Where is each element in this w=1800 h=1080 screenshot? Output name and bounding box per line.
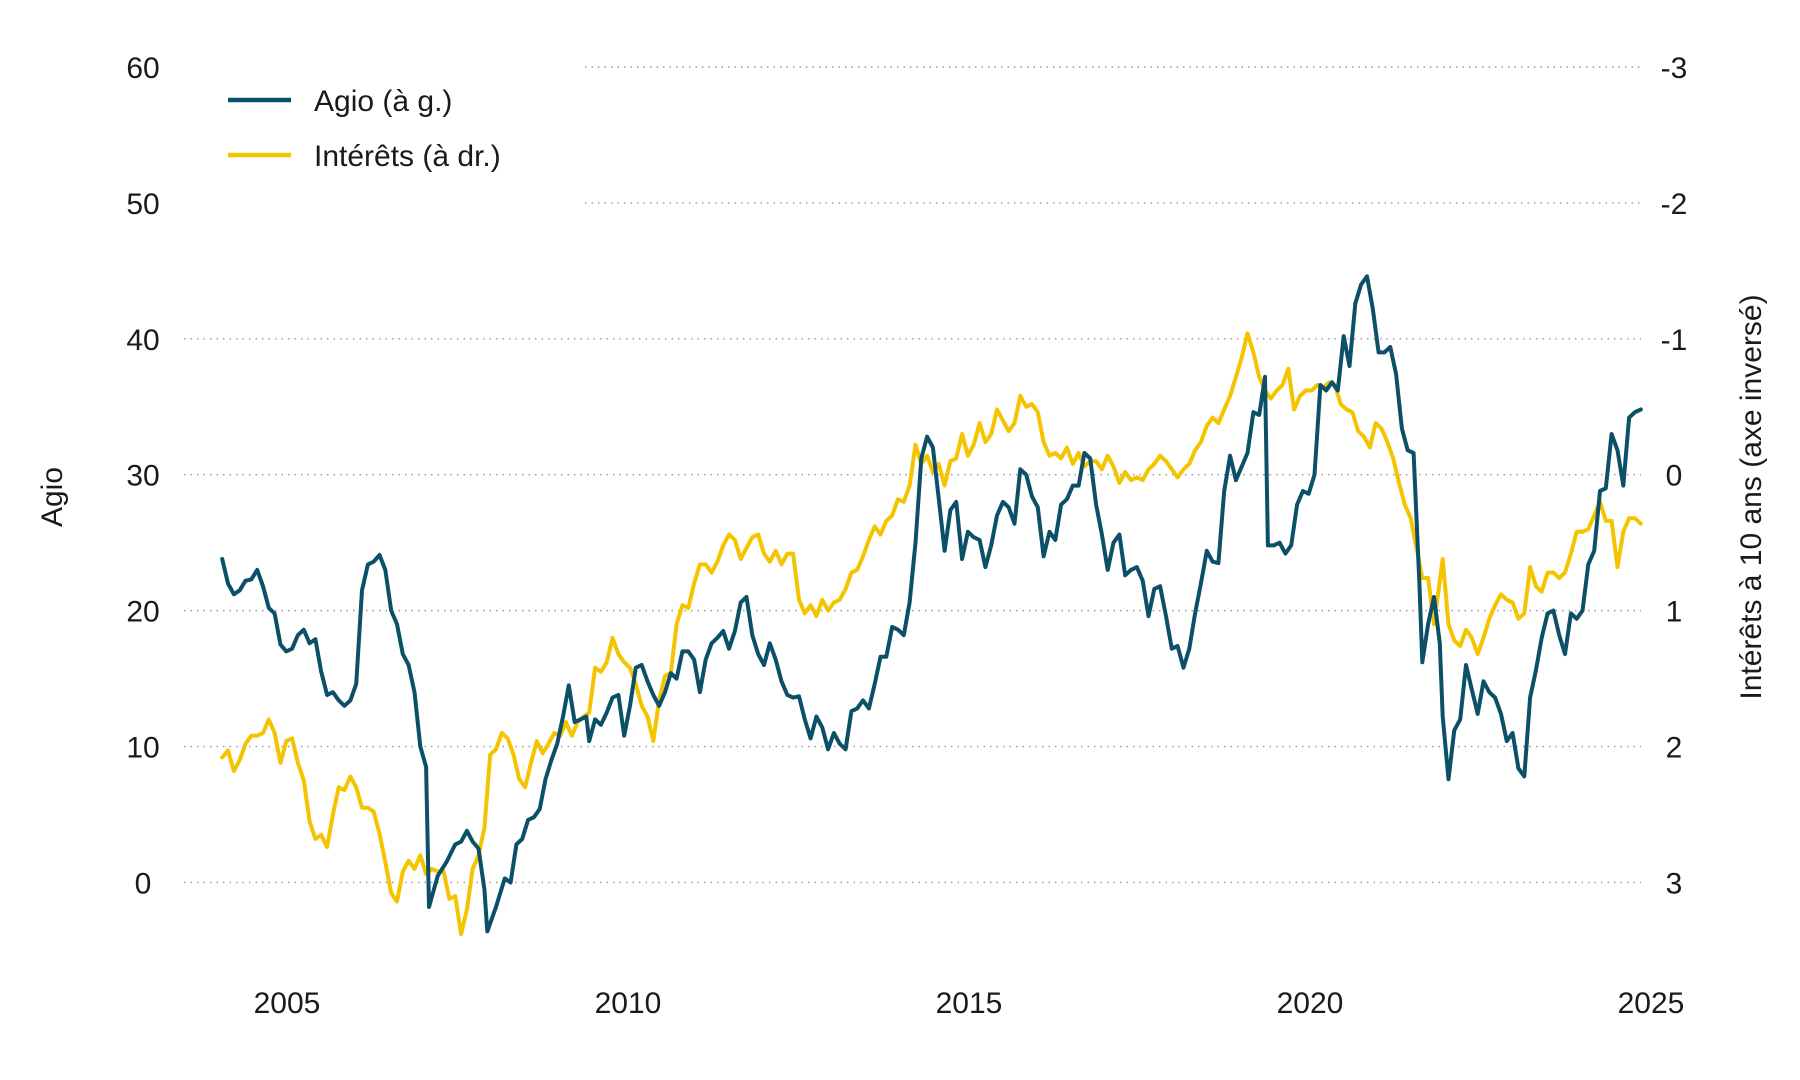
series-line-interets — [220, 331, 1643, 937]
left-tick-label: 20 — [126, 596, 159, 629]
right-tick-label: 2 — [1666, 732, 1683, 765]
x-axis-ticks: 2005 2010 2015 2020 2025 — [254, 987, 1685, 1020]
left-tick-label: 0 — [135, 867, 152, 900]
x-tick-label: 2015 — [936, 987, 1003, 1020]
left-tick-label: 60 — [126, 52, 159, 85]
right-axis-ticks: 3 2 1 0 -1 -2 -3 — [1661, 52, 1688, 900]
left-tick-label: 30 — [126, 460, 159, 493]
left-tick-label: 40 — [126, 324, 159, 357]
series-layer — [220, 274, 1643, 937]
right-tick-label: -2 — [1661, 188, 1688, 221]
left-axis-title: Agio — [36, 467, 69, 527]
legend-label-agio: Agio (à g.) — [314, 85, 452, 118]
series-line-agio — [220, 274, 1643, 934]
left-tick-label: 50 — [126, 188, 159, 221]
right-tick-label: -3 — [1661, 52, 1688, 85]
left-axis-ticks: 0 10 20 30 40 50 60 — [126, 52, 159, 900]
x-tick-label: 2005 — [254, 987, 321, 1020]
left-tick-label: 10 — [126, 732, 159, 765]
right-tick-label: 3 — [1666, 867, 1683, 900]
x-tick-label: 2020 — [1277, 987, 1344, 1020]
right-tick-label: -1 — [1661, 324, 1688, 357]
right-axis-title: Intérêts à 10 ans (axe inversé) — [1735, 294, 1768, 699]
x-tick-label: 2010 — [595, 987, 662, 1020]
right-tick-label: 0 — [1666, 460, 1683, 493]
legend-label-interets: Intérêts (à dr.) — [314, 140, 501, 173]
legend: Agio (à g.) Intérêts (à dr.) — [228, 85, 501, 173]
x-tick-label: 2025 — [1618, 987, 1685, 1020]
right-tick-label: 1 — [1666, 596, 1683, 629]
